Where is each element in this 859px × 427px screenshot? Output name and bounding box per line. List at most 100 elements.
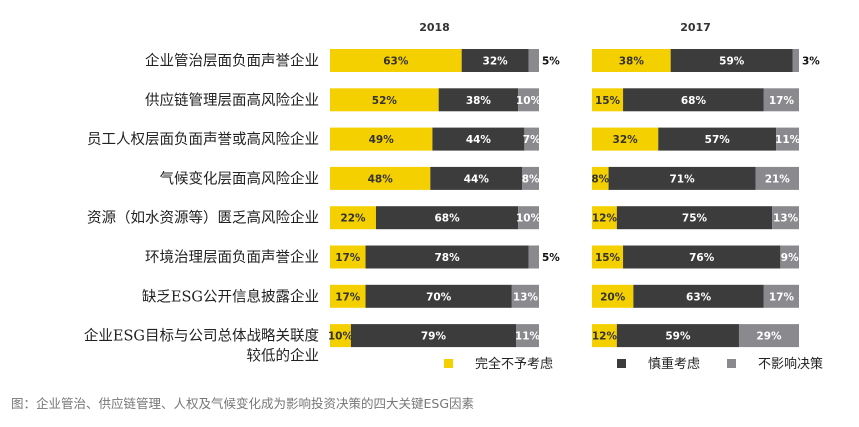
legend-label: 不影响决策 <box>758 356 823 372</box>
category-label: 企业管治层面负面声誉企业 <box>145 52 319 70</box>
bar-segment <box>608 166 756 190</box>
bar-value-label: 15% <box>595 252 621 264</box>
category-label: 供应链管理层面高风险企业 <box>145 91 319 109</box>
category-label: 员工人权层面负面声誉或高风险企业 <box>87 130 319 148</box>
bar-value-label: 8% <box>591 173 609 185</box>
bar-segment <box>763 88 799 112</box>
bar-segment <box>592 284 634 308</box>
bar-segment <box>524 127 539 151</box>
bar-value-label: 10% <box>516 95 542 107</box>
bar-segment <box>365 245 529 269</box>
bar-value-label: 5% <box>542 252 560 264</box>
bar-value-label: 5% <box>542 56 560 68</box>
bar-value-label: 57% <box>705 134 731 146</box>
bar-segment <box>592 206 617 230</box>
bar-value-label: 22% <box>340 213 366 225</box>
legend-label: 慎重考虑 <box>648 356 700 372</box>
bar-value-label: 70% <box>426 291 452 303</box>
bar-value-label: 3% <box>802 56 820 68</box>
bar-value-label: 59% <box>719 56 745 68</box>
legend-label: 完全不予考虑 <box>475 356 553 372</box>
bar-segment <box>592 166 609 190</box>
bar-value-label: 68% <box>681 95 707 107</box>
bar-value-label: 52% <box>372 95 398 107</box>
bar-segment <box>511 284 539 308</box>
bar-segment <box>375 206 519 230</box>
bar-value-label: 11% <box>775 134 801 146</box>
bar-value-label: 38% <box>466 95 492 107</box>
bar-segment <box>755 166 799 190</box>
bar-segment <box>522 166 539 190</box>
bar-segment <box>592 324 617 348</box>
category-label: 缺乏ESG公开信息披露企业 <box>142 287 319 305</box>
bar-segment <box>432 127 525 151</box>
bar-segment <box>330 324 351 348</box>
bar-segment <box>792 49 799 72</box>
bar-value-label: 17% <box>769 95 795 107</box>
category-label: 较低的企业 <box>247 347 320 365</box>
bar-value-label: 17% <box>769 291 795 303</box>
bar-segment <box>528 245 539 269</box>
bar-segment <box>330 166 431 190</box>
bar-value-label: 79% <box>421 331 447 343</box>
panel-year-label: 2017 <box>680 21 711 34</box>
bar-segment <box>330 284 366 308</box>
bar-value-label: 71% <box>669 173 695 185</box>
bar-segment <box>518 88 539 112</box>
bar-value-label: 29% <box>756 331 782 343</box>
figure-caption: 图：企业管治、供应链管理、人权及气候变化成为影响投资决策的四大关键ESG因素 <box>11 396 475 411</box>
bar-value-label: 32% <box>483 56 509 68</box>
bar-value-label: 7% <box>523 134 541 146</box>
bar-value-label: 75% <box>682 213 708 225</box>
legend-swatch <box>617 359 626 368</box>
bar-segment <box>592 245 624 269</box>
bar-segment <box>776 127 799 151</box>
bar-segment <box>623 245 781 269</box>
legend-swatch <box>444 359 453 368</box>
bar-value-label: 44% <box>466 134 492 146</box>
bar-value-label: 68% <box>434 213 460 225</box>
legend-item: 不影响决策 <box>727 356 823 372</box>
bar-value-label: 49% <box>369 134 395 146</box>
bar-segment <box>461 49 529 72</box>
bar-segment <box>738 324 799 348</box>
bar-segment <box>592 127 659 151</box>
bar-value-label: 8% <box>522 173 540 185</box>
bar-segment <box>330 245 366 269</box>
bar-value-label: 38% <box>619 56 645 68</box>
bar-segment <box>780 245 799 269</box>
bar-segment <box>330 127 433 151</box>
bar-segment <box>330 88 439 112</box>
bar-value-label: 10% <box>328 331 354 343</box>
bar-segment <box>330 49 462 72</box>
bar-segment <box>623 88 764 112</box>
bar-value-label: 15% <box>595 95 621 107</box>
category-label: 资源（如水资源等）匮乏高风险企业 <box>87 209 319 227</box>
bar-segment <box>430 166 523 190</box>
stacked-bar-chart: 企业管治层面负面声誉企业供应链管理层面高风险企业员工人权层面负面声誉或高风险企业… <box>84 21 823 372</box>
bar-segment <box>592 49 671 72</box>
bar-value-label: 17% <box>335 252 361 264</box>
bar-segment <box>518 206 539 230</box>
bar-value-label: 9% <box>781 252 799 264</box>
bar-segment <box>330 206 376 230</box>
bar-value-label: 11% <box>515 331 541 343</box>
bar-segment <box>528 49 539 72</box>
legend-item: 完全不予考虑 <box>444 356 553 372</box>
legend-item: 慎重考虑 <box>617 356 700 372</box>
bar-segment <box>438 88 519 112</box>
bar-segment <box>772 206 799 230</box>
bar-value-label: 76% <box>689 252 715 264</box>
bar-value-label: 32% <box>613 134 639 146</box>
category-label: 环境治理层面负面声誉企业 <box>145 248 319 266</box>
bar-segment <box>658 127 777 151</box>
bar-segment <box>616 206 773 230</box>
bar-segment <box>350 324 517 348</box>
bar-segment <box>516 324 539 348</box>
bar-value-label: 78% <box>434 252 460 264</box>
bar-value-label: 17% <box>335 291 361 303</box>
bar-segment <box>633 284 764 308</box>
bar-value-label: 59% <box>665 331 691 343</box>
bar-value-label: 48% <box>368 173 394 185</box>
bar-segment <box>763 284 799 308</box>
